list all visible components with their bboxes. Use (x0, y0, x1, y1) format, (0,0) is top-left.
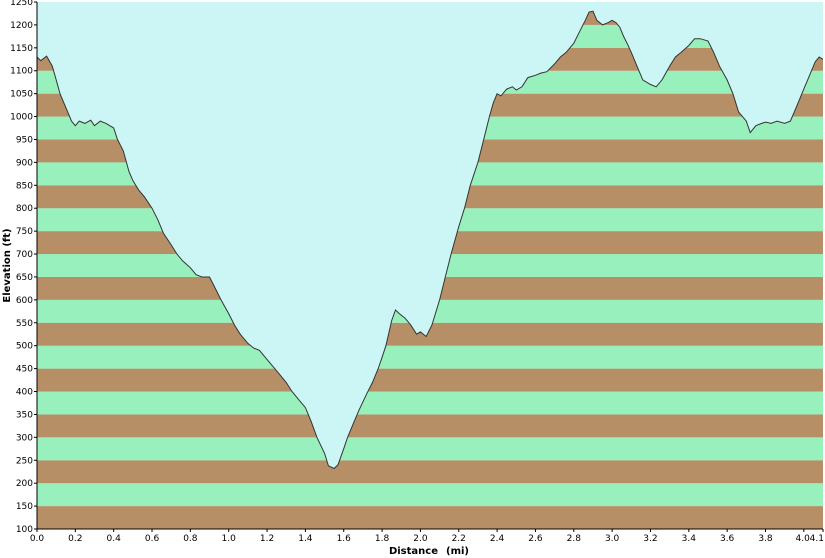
y-tick-label: 300 (16, 433, 33, 443)
axis-frame (36, 2, 823, 530)
x-tick-label: 0.8 (183, 534, 198, 544)
x-tick-label: 1.8 (375, 534, 390, 544)
y-tick-label: 100 (16, 525, 33, 535)
elevation-band (37, 460, 823, 484)
x-axis-ticks: 0.0 0.2 0.4 0.6 0.8 1.0 1.2 1.4 1.6 1.8 2.0 2.2 2.4 2… (30, 529, 824, 544)
y-axis-ticks: 100 150 200 250 300 350 400 450 500 550 600 650 700 7… (10, 0, 37, 535)
elevation-band (37, 345, 823, 369)
y-tick-label: 550 (16, 319, 33, 329)
x-tick-label: 3.6 (720, 534, 735, 544)
y-tick-label: 850 (16, 181, 33, 191)
x-tick-label: 0.0 (30, 534, 45, 544)
x-tick-label: 0.4 (107, 534, 122, 544)
x-tick-label: 1.2 (260, 534, 274, 544)
x-tick-label: 3.2 (643, 534, 657, 544)
x-tick-label: 0.6 (145, 534, 160, 544)
y-tick-label: 600 (16, 296, 33, 306)
x-tick-label: 4.1 (810, 534, 824, 544)
y-tick-label: 650 (16, 273, 33, 283)
elevation-band (37, 506, 823, 529)
y-tick-label: 750 (16, 227, 33, 237)
y-tick-label: 950 (16, 135, 33, 145)
y-tick-label: 500 (16, 342, 33, 352)
elevation-profile-line (36, 10, 824, 470)
x-tick-label: 1.6 (337, 534, 352, 544)
y-tick-label: 1150 (10, 44, 33, 54)
elevation-band (37, 368, 823, 392)
elevation-band (37, 414, 823, 438)
elevation-band (37, 322, 823, 346)
y-tick-label: 1100 (10, 67, 33, 77)
x-tick-label: 0.2 (68, 534, 82, 544)
x-axis-title: Distance (389, 546, 438, 557)
y-tick-label: 200 (16, 479, 33, 489)
x-tick-label: 3.0 (605, 534, 620, 544)
x-tick-label: 1.0 (222, 534, 237, 544)
y-tick-label: 900 (16, 158, 33, 168)
x-axis-unit: (mi) (446, 546, 469, 557)
y-tick-label: 150 (16, 502, 33, 512)
plot-area (36, 2, 824, 529)
x-tick-label: 2.6 (528, 534, 543, 544)
y-tick-label: 450 (16, 365, 33, 375)
x-tick-label: 2.4 (490, 534, 505, 544)
y-tick-label: 1050 (10, 90, 33, 100)
elevation-band (37, 437, 823, 461)
y-tick-label: 400 (16, 388, 33, 398)
y-tick-label: 1200 (10, 21, 33, 31)
elevation-band (37, 391, 823, 415)
x-tick-label: 2.8 (567, 534, 582, 544)
x-tick-label: 2.2 (452, 534, 466, 544)
y-tick-label: 800 (16, 204, 33, 214)
x-tick-label: 3.4 (682, 534, 697, 544)
x-tick-label: 1.4 (298, 534, 313, 544)
y-tick-label: 250 (16, 456, 33, 466)
y-axis-title: Elevation (ft) (2, 228, 13, 302)
y-tick-label: 1250 (10, 0, 33, 8)
y-tick-label: 1000 (10, 113, 33, 123)
x-tick-label: 2.0 (413, 534, 428, 544)
x-tick-label: 4.0 (796, 534, 811, 544)
y-tick-label: 350 (16, 410, 33, 420)
y-tick-label: 700 (16, 250, 33, 260)
elevation-band (37, 483, 823, 507)
x-tick-label: 3.8 (758, 534, 773, 544)
